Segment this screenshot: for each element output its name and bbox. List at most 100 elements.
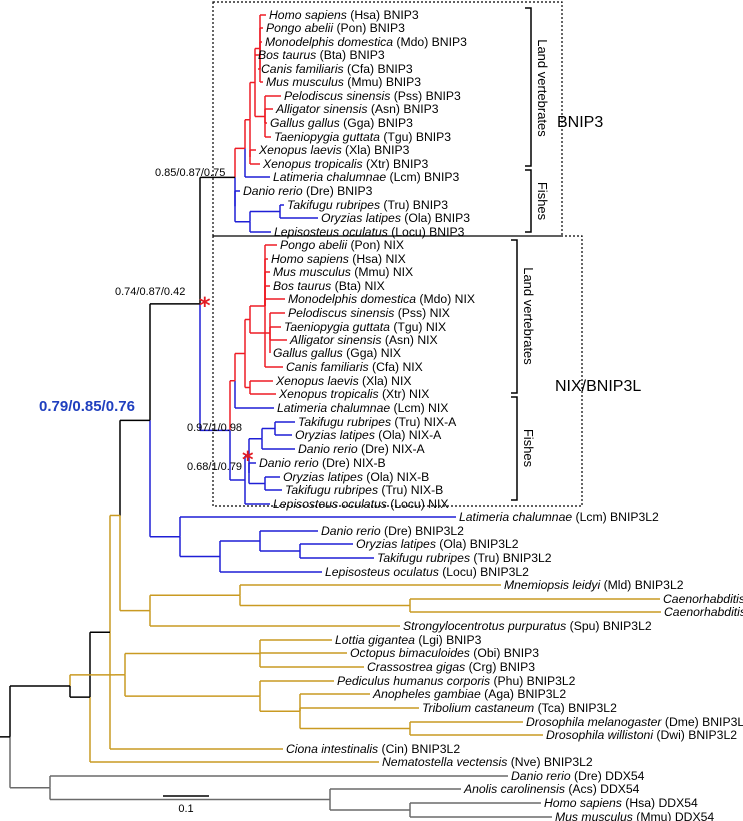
leaf-label: Pelodiscus sinensis (Pss) BNIP3 xyxy=(284,89,461,103)
leaf-label: Pelodiscus sinensis (Pss) NIX xyxy=(288,306,450,320)
leaf-label: Xenopus laevis (Xla) NIX xyxy=(275,374,412,388)
bnip3-group-label: BNIP3 xyxy=(557,114,603,131)
gene-label: (Tru) BNIP3 xyxy=(380,198,448,212)
species-name: Lepisosteus oculatus xyxy=(273,497,387,511)
leaf-label: Bos taurus (Bta) BNIP3 xyxy=(258,48,385,62)
leaf-label: Latimeria chalumnae (Lcm) NIX xyxy=(277,401,448,415)
leaf-label: Alligator sinensis (Asn) BNIP3 xyxy=(275,102,439,116)
species-name: Xenopus tropicalis xyxy=(278,387,379,401)
leaf-label: Monodelphis domestica (Mdo) BNIP3 xyxy=(265,35,467,49)
support-nix-fish: 0.97/1/0.98 xyxy=(187,422,242,434)
gene-label: (Bta) BNIP3 xyxy=(316,48,385,62)
leaf-label: Mnemiopsis leidyi (Mld) BNIP3L2 xyxy=(504,578,684,592)
leaf-label: Xenopus tropicalis (Xtr) NIX xyxy=(278,387,429,401)
species-name: Mus musculus xyxy=(273,265,351,279)
leaf-label: Danio rerio (Dre) NIX-A xyxy=(298,442,426,456)
species-name: Latimeria chalumnae xyxy=(273,170,386,184)
species-name: Pelodiscus sinensis xyxy=(284,89,390,103)
gene-label: (Mmu) BNIP3 xyxy=(344,75,421,89)
species-name: Caenorhabditis briggsae xyxy=(663,592,743,606)
leaf-label: Anopheles gambiae (Aga) BNIP3L2 xyxy=(372,687,566,701)
species-name: Danio rerio xyxy=(243,184,303,198)
gene-label: (Tru) NIX-B xyxy=(378,483,443,497)
leaf-label: Caenorhabditis elegans (Cel) BNIP3L2 xyxy=(664,605,743,619)
species-name: Taeniopygia guttata xyxy=(274,130,380,144)
leaf-label: Lottia gigantea (Lgi) BNIP3 xyxy=(335,633,482,647)
species-name: Latimeria chalumnae xyxy=(277,401,390,415)
species-name: Strongylocentrotus purpuratus xyxy=(403,619,566,633)
species-name: Caenorhabditis elegans xyxy=(664,605,743,619)
species-name: Takifugu rubripes xyxy=(298,415,391,429)
species-name: Danio rerio xyxy=(298,442,358,456)
leaf-label: Ciona intestinalis (Cin) BNIP3L2 xyxy=(286,742,460,756)
gene-label: (Dwi) BNIP3L2 xyxy=(653,728,737,742)
leaf-label: Taeniopygia guttata (Tgu) NIX xyxy=(284,320,446,334)
leaf-label: Mus musculus (Mmu) NIX xyxy=(273,265,413,279)
species-name: Oryzias latipes xyxy=(283,470,363,484)
leaf-label: Taeniopygia guttata (Tgu) BNIP3 xyxy=(274,130,451,144)
gene-label: (Hsa) NIX xyxy=(349,252,406,266)
species-name: Pongo abelii xyxy=(280,238,347,252)
gene-label: (Spu) BNIP3L2 xyxy=(566,619,652,633)
species-name: Oryzias latipes xyxy=(356,537,436,551)
species-name: Danio rerio xyxy=(321,524,381,538)
bnip3-land-label: Land vertebrates xyxy=(535,39,550,137)
species-name: Takifugu rubripes xyxy=(377,551,470,565)
gene-label: (Asn) NIX xyxy=(381,333,437,347)
leaf-label: Strongylocentrotus purpuratus (Spu) BNIP… xyxy=(403,619,652,633)
leaf-label: Canis familiaris (Cfa) BNIP3 xyxy=(261,62,413,76)
gene-label: (Pon) NIX xyxy=(347,238,404,252)
gene-label: (Lgi) BNIP3 xyxy=(415,633,482,647)
species-name: Danio rerio xyxy=(511,769,571,783)
species-name: Bos taurus xyxy=(273,279,331,293)
nix-group-label: NIX/BNIP3L xyxy=(555,378,641,395)
leaf-label: Homo sapiens (Hsa) DDX54 xyxy=(544,796,698,810)
gene-label: (Dre) BNIP3L2 xyxy=(381,524,465,538)
leaf-label: Lepisosteus oculatus (Locu) BNIP3L2 xyxy=(325,565,529,579)
duplication-star-icon: * xyxy=(242,448,254,473)
gene-label: (Dre) DDX54 xyxy=(571,769,645,783)
gene-label: (Pss) NIX xyxy=(394,306,450,320)
species-name: Lepisosteus oculatus xyxy=(274,225,388,239)
leaf-label: Caenorhabditis briggsae (Cbr) BNIP3L2 xyxy=(663,592,743,606)
support-root-vertebrate: 0.79/0.85/0.76 xyxy=(39,398,135,415)
gene-label: (Pss) BNIP3 xyxy=(390,89,461,103)
species-name: Crassostrea gigas xyxy=(367,660,465,674)
species-name: Pelodiscus sinensis xyxy=(288,306,394,320)
leaf-label: Takifugu rubripes (Tru) NIX-A xyxy=(298,415,457,429)
species-name: Mus musculus xyxy=(555,810,633,821)
gene-label: (Lcm) NIX xyxy=(390,401,448,415)
species-name: Pongo abelii xyxy=(266,21,333,35)
gene-label: (Lcm) BNIP3 xyxy=(386,170,459,184)
species-name: Drosophila willistoni xyxy=(546,728,653,742)
nix-group-box xyxy=(212,235,583,507)
leaf-label: Danio rerio (Dre) BNIP3 xyxy=(243,184,373,198)
leaf-label: Takifugu rubripes (Tru) BNIP3L2 xyxy=(377,551,552,565)
species-name: Monodelphis domestica xyxy=(288,292,416,306)
gene-label: (Locu) BNIP3L2 xyxy=(439,565,529,579)
gene-label: (Ola) BNIP3 xyxy=(401,211,470,225)
gene-label: (Cin) BNIP3L2 xyxy=(378,742,460,756)
species-name: Alligator sinensis xyxy=(275,102,367,116)
nix-fish-bracket xyxy=(511,396,518,501)
leaf-label: Oryzias latipes (Ola) NIX-B xyxy=(283,470,429,484)
gene-label: (Dre) NIX-B xyxy=(319,456,386,470)
species-name: Homo sapiens xyxy=(271,252,349,266)
gene-label: (Obi) BNIP3 xyxy=(470,646,539,660)
leaf-label: Homo sapiens (Hsa) NIX xyxy=(271,252,406,266)
species-name: Canis familiaris xyxy=(261,62,344,76)
gene-label: (Locu) NIX xyxy=(387,497,449,511)
species-name: Gallus gallus xyxy=(273,346,343,360)
gene-label: (Mdo) BNIP3 xyxy=(393,35,467,49)
nix-land-bracket xyxy=(511,239,518,394)
gene-label: (Cfa) BNIP3 xyxy=(344,62,413,76)
species-name: Drosophila melanogaster xyxy=(526,715,662,729)
leaf-label: Lepisosteus oculatus (Locu) NIX xyxy=(273,497,448,511)
gene-label: (Asn) BNIP3 xyxy=(367,102,438,116)
leaf-label: Takifugu rubripes (Tru) BNIP3 xyxy=(287,198,448,212)
gene-label: (Phu) BNIP3L2 xyxy=(490,674,576,688)
gene-label: (Acs) DDX54 xyxy=(565,782,640,796)
nix-land-label: Land vertebrates xyxy=(521,267,536,365)
species-name: Lottia gigantea xyxy=(335,633,415,647)
